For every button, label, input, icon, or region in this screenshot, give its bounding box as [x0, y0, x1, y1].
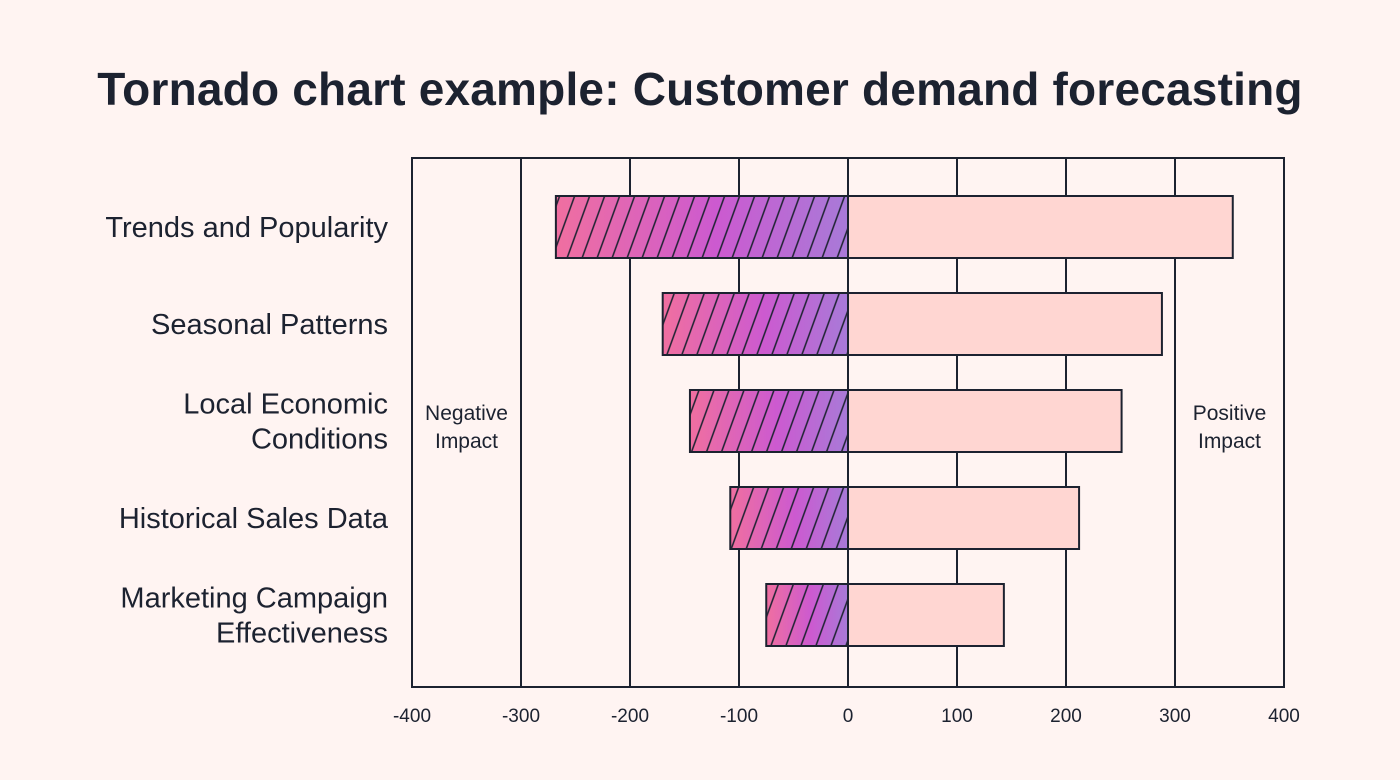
- positive-impact-label: Impact: [1198, 430, 1261, 453]
- category-label: Local Economic: [183, 389, 388, 421]
- category-label: Historical Sales Data: [119, 503, 389, 535]
- x-tick-label: 400: [1268, 706, 1300, 727]
- x-tick-label: -200: [611, 706, 649, 727]
- negative-impact-label: Negative: [425, 402, 508, 425]
- positive-impact-label: Positive: [1193, 402, 1267, 425]
- bar-positive: [847, 486, 1081, 550]
- chart-title: Tornado chart example: Customer demand f…: [97, 63, 1303, 115]
- x-tick-label: 100: [941, 706, 973, 727]
- bar-negative-hatching: [662, 293, 848, 355]
- bar-negative-hatching: [555, 196, 848, 258]
- bar-positive: [847, 583, 1005, 647]
- x-tick-label: 0: [843, 706, 854, 727]
- negative-impact-label: Impact: [435, 430, 498, 453]
- labels: -400 -300 -200 -100 0 100 200 300 400 Trends and …: [105, 212, 1299, 727]
- x-tick-label: 200: [1050, 706, 1082, 727]
- x-tick-label: -400: [393, 706, 431, 727]
- bar-negative-hatching: [766, 584, 848, 646]
- category-label: Seasonal Patterns: [151, 309, 388, 341]
- category-label: Conditions: [251, 424, 388, 456]
- category-label: Marketing Campaign: [120, 583, 388, 615]
- plot-frame: [411, 157, 1285, 688]
- bar-negative-hatching: [730, 487, 848, 549]
- x-tick-label: -100: [720, 706, 758, 727]
- x-tick-label: -300: [502, 706, 540, 727]
- bars: [554, 195, 1234, 647]
- category-label: Trends and Popularity: [105, 212, 388, 244]
- x-tick-label: 300: [1159, 706, 1191, 727]
- bar-positive: [847, 389, 1123, 453]
- bar-negative-hatching: [689, 390, 848, 452]
- bar-positive: [847, 195, 1234, 259]
- category-label: Effectiveness: [216, 618, 388, 650]
- bar-positive: [847, 292, 1163, 356]
